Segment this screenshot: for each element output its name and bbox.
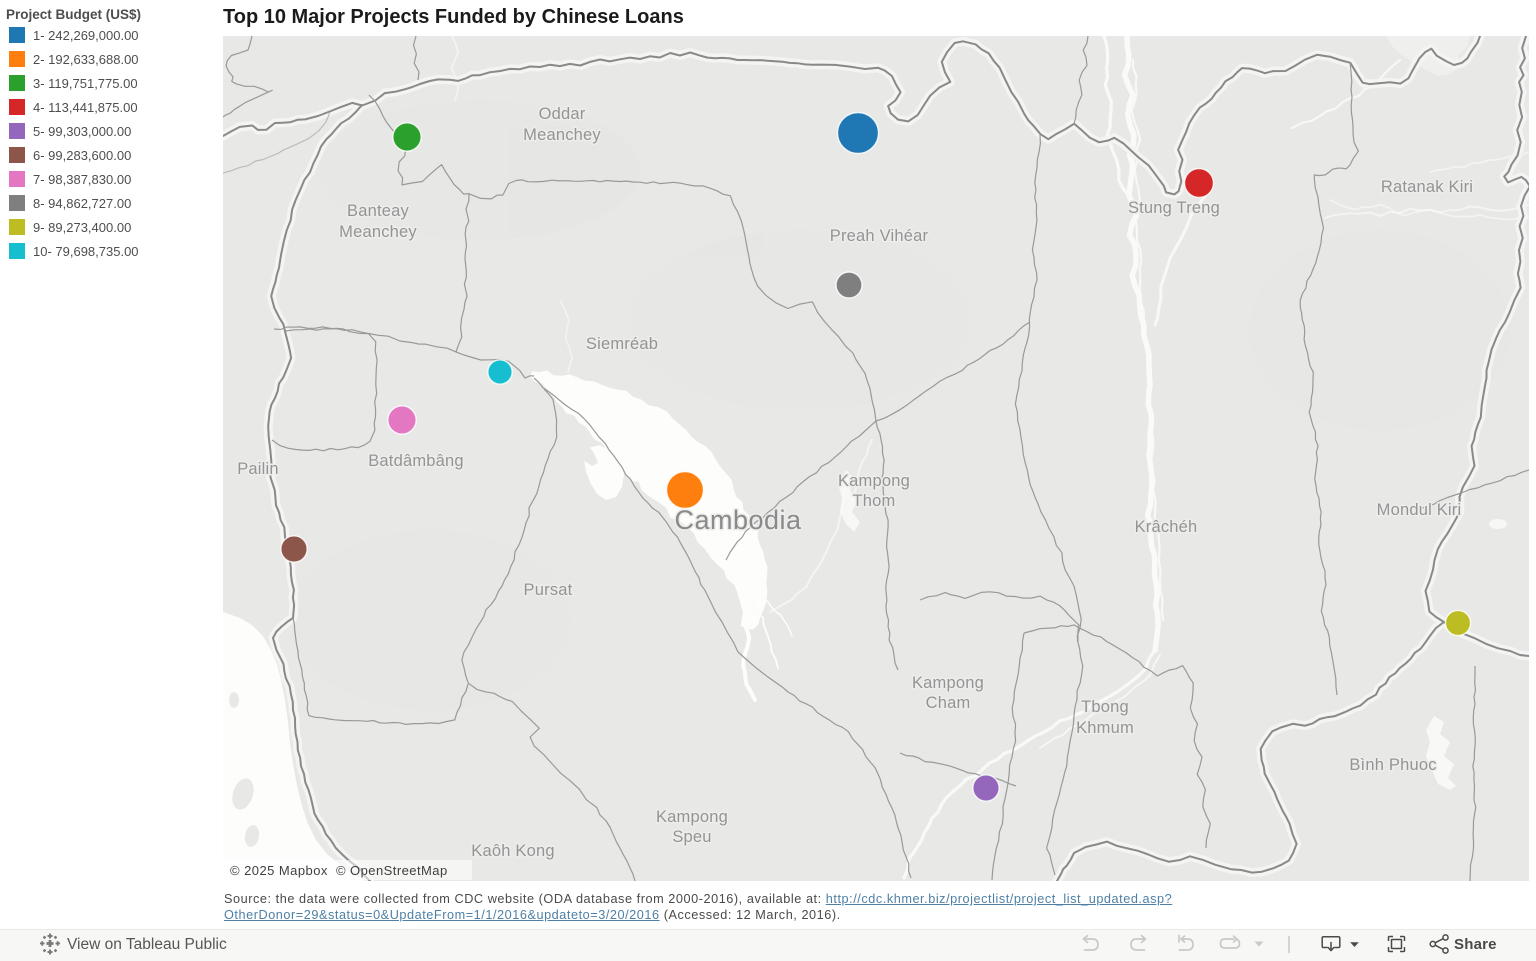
svg-text:Khmum: Khmum — [1076, 719, 1134, 737]
svg-text:Cambodia: Cambodia — [674, 505, 802, 535]
svg-text:Kampong: Kampong — [656, 808, 728, 826]
svg-text:Kampong: Kampong — [838, 472, 910, 490]
svg-text:Banteay: Banteay — [347, 202, 409, 220]
svg-text:Preah Vihéar: Preah Vihéar — [830, 227, 929, 245]
svg-text:Cham: Cham — [926, 694, 971, 712]
svg-text:Kampong: Kampong — [912, 674, 984, 692]
svg-text:Oddar: Oddar — [539, 105, 586, 123]
svg-text:Kaôh Kong: Kaôh Kong — [471, 842, 554, 860]
svg-text:Krâchéh: Krâchéh — [1135, 518, 1198, 536]
svg-text:Meanchey: Meanchey — [339, 223, 417, 241]
svg-text:Speu: Speu — [672, 828, 711, 846]
svg-text:Bình Phuoc: Bình Phuoc — [1349, 756, 1436, 774]
svg-text:Pursat: Pursat — [524, 581, 573, 599]
svg-text:Tbong: Tbong — [1081, 698, 1129, 716]
svg-text:Batdâmbâng: Batdâmbâng — [368, 452, 464, 470]
svg-text:Pailin: Pailin — [237, 460, 279, 478]
svg-text:Siemréab: Siemréab — [586, 335, 658, 353]
svg-text:Meanchey: Meanchey — [523, 126, 601, 144]
svg-text:Mondul Kiri: Mondul Kiri — [1377, 501, 1462, 519]
svg-text:Ratanak Kiri: Ratanak Kiri — [1381, 178, 1473, 196]
svg-text:Thom: Thom — [853, 492, 896, 510]
svg-text:Stung Treng: Stung Treng — [1128, 199, 1220, 217]
